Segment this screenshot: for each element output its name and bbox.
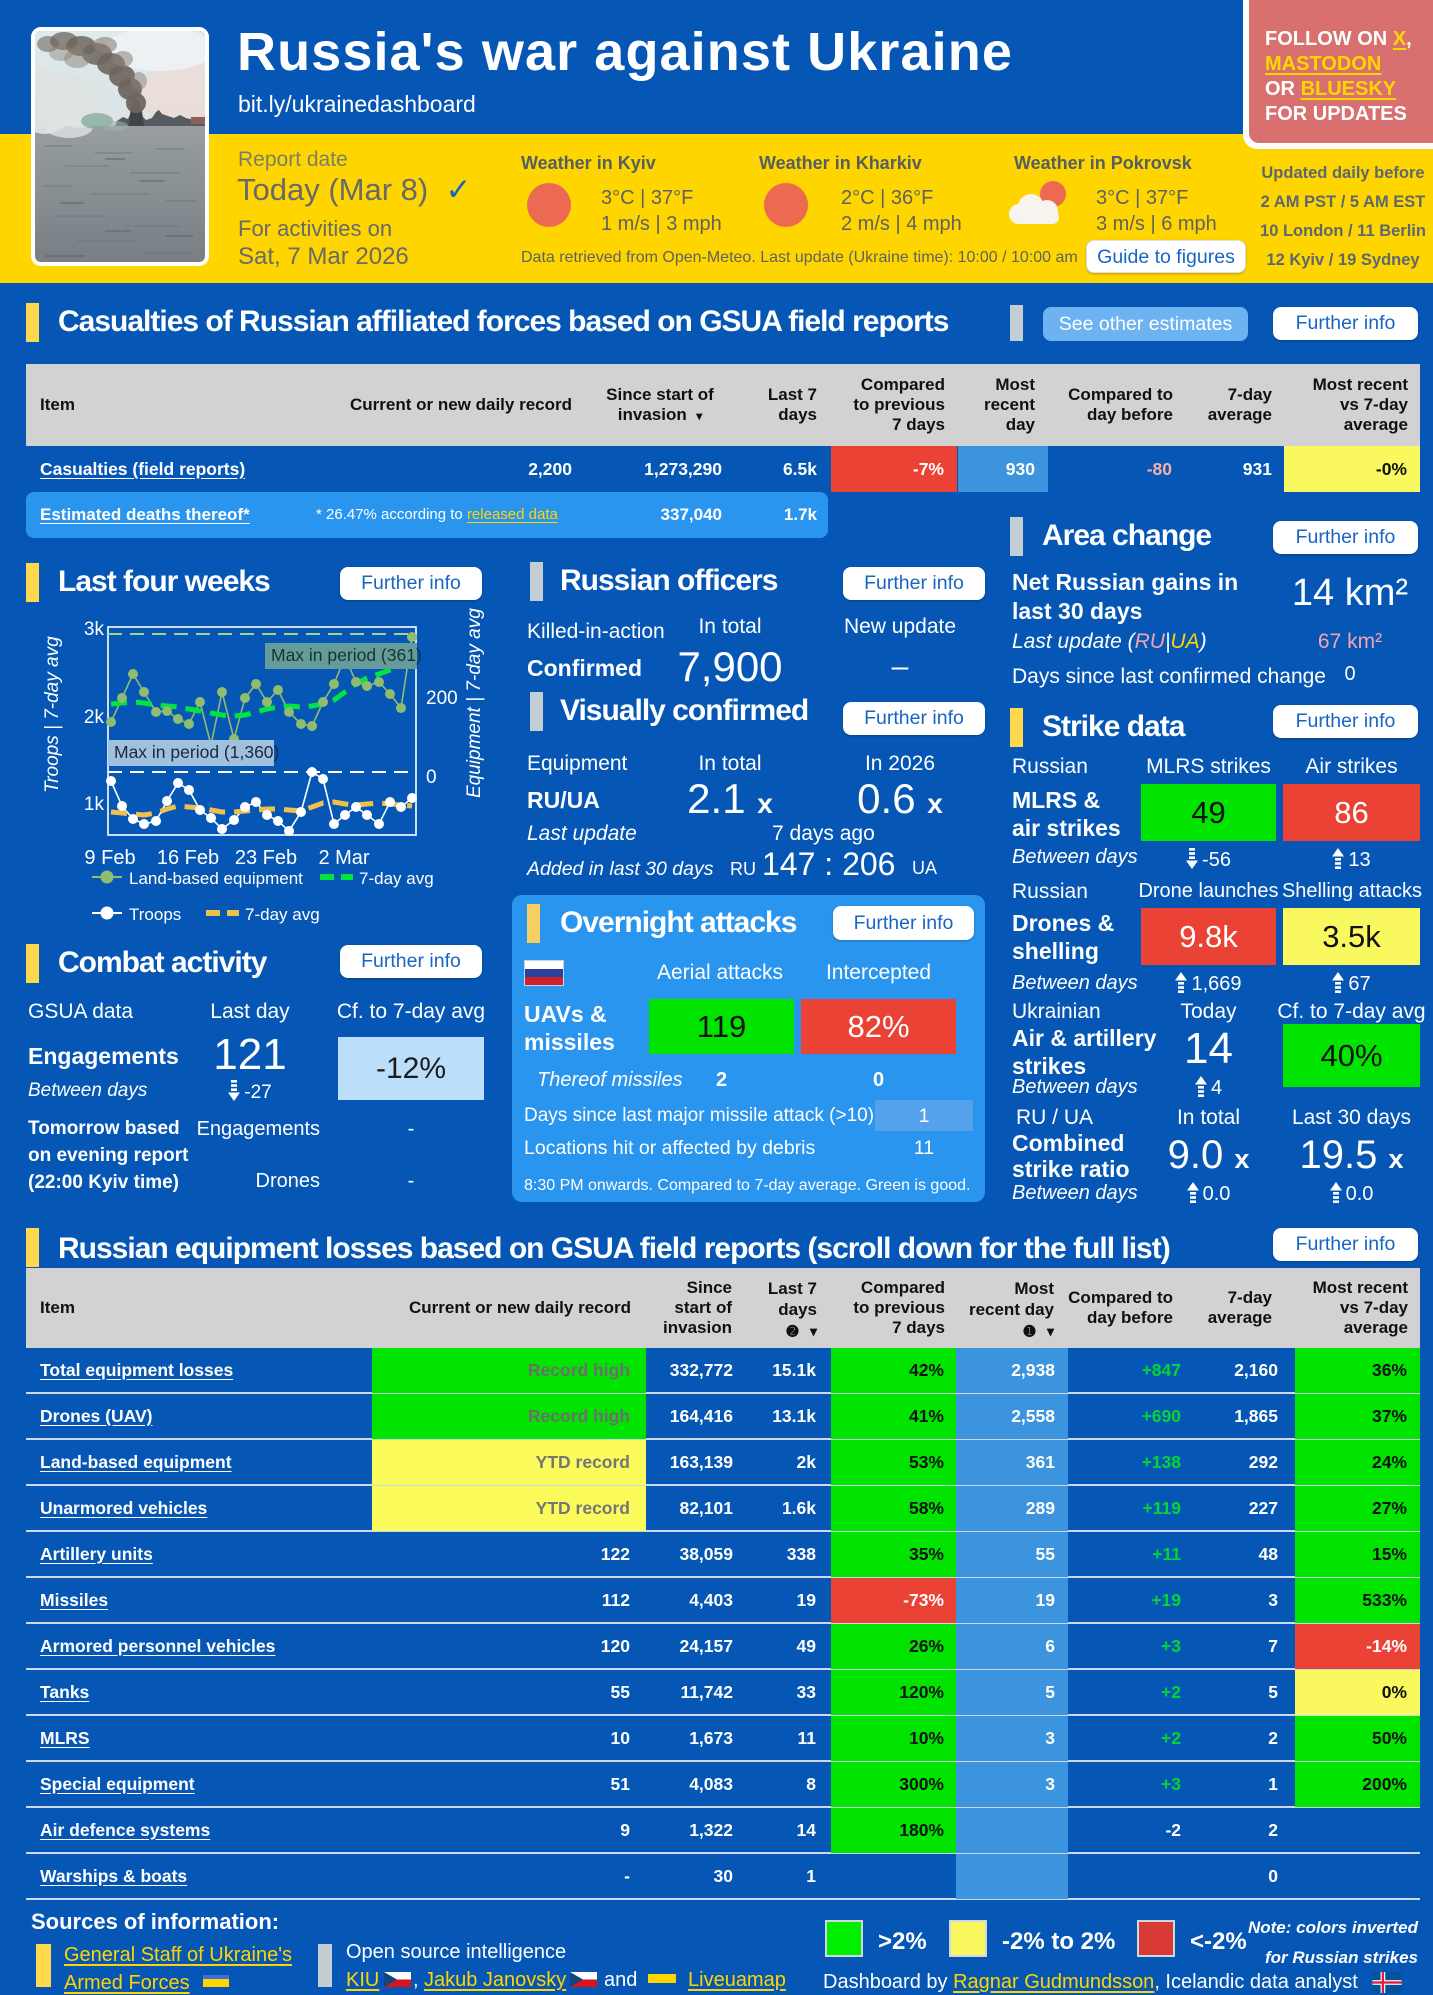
svg-text:16 Feb: 16 Feb <box>157 847 219 869</box>
svg-text:200: 200 <box>426 688 458 709</box>
svg-text:Max in period (361): Max in period (361) <box>271 645 422 665</box>
svg-text:Troops: Troops <box>129 905 181 924</box>
svg-text:2 Mar: 2 Mar <box>318 847 369 869</box>
svg-text:2k: 2k <box>84 707 105 728</box>
svg-text:Max in period (1,360): Max in period (1,360) <box>114 742 279 762</box>
svg-text:Troops | 7-day avg: Troops | 7-day avg <box>42 636 63 793</box>
svg-text:7-day avg: 7-day avg <box>359 869 434 888</box>
svg-text:3k: 3k <box>84 619 105 640</box>
svg-text:0: 0 <box>426 767 437 788</box>
svg-text:7-day avg: 7-day avg <box>245 905 320 924</box>
svg-text:23 Feb: 23 Feb <box>235 847 297 869</box>
svg-text:1k: 1k <box>84 794 105 815</box>
svg-text:Equipment | 7-day avg: Equipment | 7-day avg <box>464 608 485 798</box>
svg-text:Land-based equipment: Land-based equipment <box>129 869 303 888</box>
svg-text:9 Feb: 9 Feb <box>84 847 135 869</box>
